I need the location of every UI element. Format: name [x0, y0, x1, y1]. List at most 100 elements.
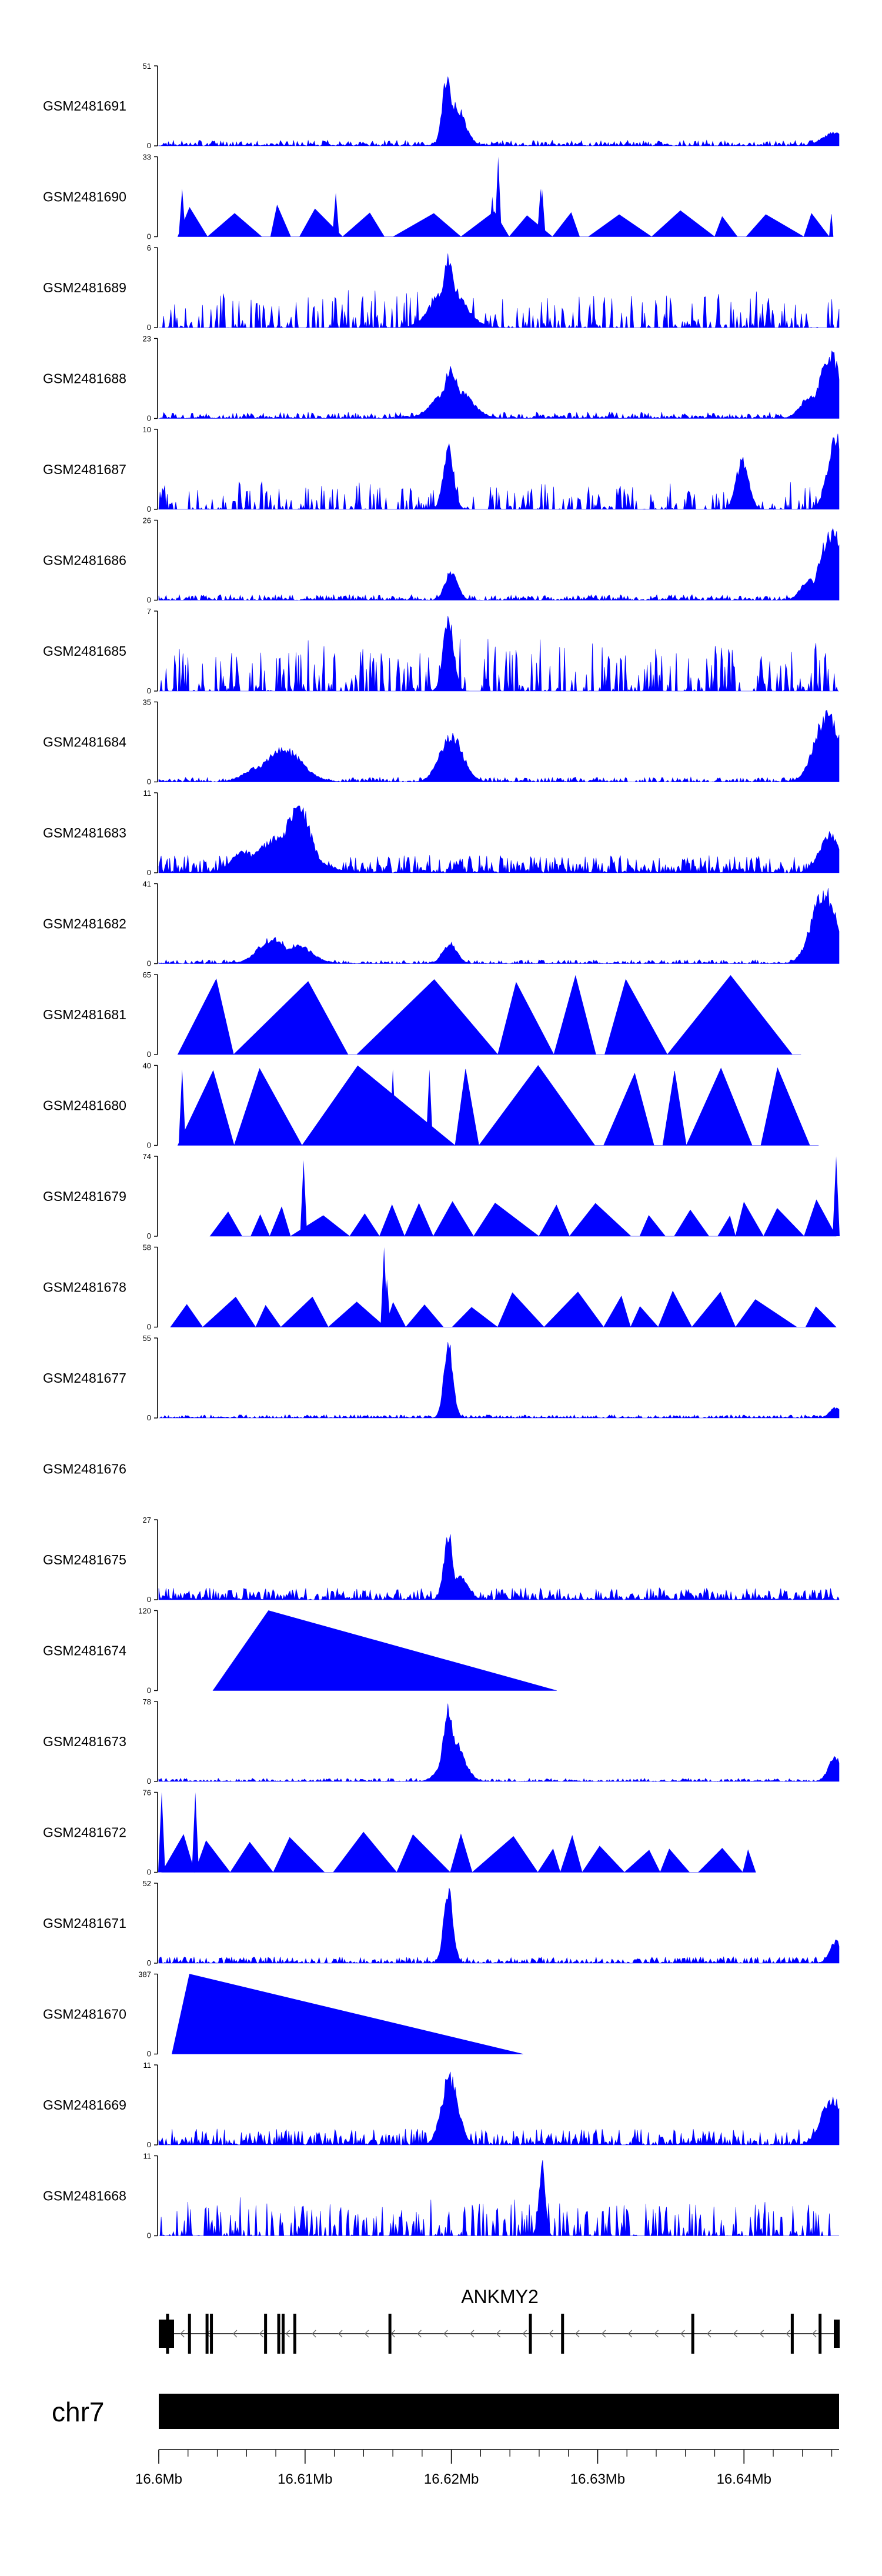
signal-area — [158, 888, 840, 965]
track-label: GSM2481669 — [43, 2097, 126, 2113]
track-label: GSM2481683 — [43, 825, 126, 840]
y-min-label: 0 — [147, 1595, 151, 1604]
y-max-label: 51 — [143, 62, 151, 71]
gene-exon — [529, 2314, 532, 2354]
gene-exon — [818, 2314, 822, 2354]
y-max-label: 11 — [143, 2061, 152, 2070]
gene-exon — [166, 2314, 169, 2354]
signal-spike — [158, 1792, 165, 1873]
y-min-label: 0 — [147, 141, 151, 150]
gene-exon — [561, 2314, 564, 2354]
signal-area — [161, 1831, 756, 1873]
gene-exon — [277, 2314, 280, 2354]
strand-arrow — [627, 2330, 633, 2338]
track-GSM2481670: GSM2481670 387 0 — [43, 1970, 523, 2058]
signal-area — [158, 528, 840, 601]
signal-area — [158, 433, 840, 510]
y-max-label: 41 — [143, 880, 151, 889]
strand-arrow — [443, 2330, 448, 2338]
signal-area — [158, 351, 840, 419]
y-min-label: 0 — [147, 778, 151, 786]
track-GSM2481668: GSM2481668 11 0 — [43, 2152, 839, 2240]
track-label: GSM2481685 — [43, 643, 126, 659]
y-min-label: 0 — [147, 1050, 151, 1059]
strand-arrow — [549, 2330, 553, 2338]
track-label: GSM2481684 — [43, 735, 126, 750]
track-GSM2481678: GSM2481678 58 0 — [43, 1243, 837, 1332]
y-min-label: 0 — [147, 1777, 151, 1786]
track-GSM2481689: GSM2481689 6 0 — [43, 243, 840, 332]
y-min-label: 0 — [147, 1686, 151, 1695]
y-min-label: 0 — [147, 2140, 151, 2149]
track-GSM2481681: GSM2481681 65 0 — [43, 970, 801, 1059]
track-GSM2481679: GSM2481679 74 0 — [43, 1152, 840, 1240]
track-label: GSM2481681 — [43, 1007, 126, 1022]
signal-spike — [178, 1069, 186, 1146]
signal-spike — [192, 1792, 199, 1873]
y-max-label: 35 — [143, 698, 151, 707]
signal-area — [159, 1342, 840, 1419]
track-label: GSM2481686 — [43, 553, 126, 568]
signal-area — [158, 76, 840, 147]
strand-arrow — [786, 2330, 790, 2338]
y-min-label: 0 — [147, 1958, 151, 1967]
signal-area — [170, 1290, 837, 1328]
signal-spike — [300, 1160, 308, 1236]
signal-spike — [383, 1279, 391, 1327]
y-min-label: 0 — [147, 959, 151, 968]
signal-area — [158, 616, 839, 692]
strand-arrow — [680, 2330, 685, 2338]
genome-axis: 16.6Mb 16.61Mb 16.62Mb 16.63Mb 16.64Mb — [135, 2449, 839, 2487]
track-label: GSM2481691 — [43, 98, 126, 114]
strand-arrow — [759, 2330, 764, 2338]
track-GSM2481671: GSM2481671 52 0 — [43, 1879, 840, 1967]
track-GSM2481674: GSM2481674 120 0 — [43, 1607, 557, 1695]
track-GSM2481673: GSM2481673 78 0 — [43, 1697, 840, 1786]
track-GSM2481677: GSM2481677 55 0 — [43, 1334, 840, 1422]
y-min-label: 0 — [147, 686, 151, 695]
gene-exon — [188, 2314, 191, 2354]
gene-exon — [388, 2314, 392, 2354]
y-max-label: 58 — [143, 1243, 151, 1252]
chromosome-bar — [159, 2394, 839, 2429]
strand-arrow — [654, 2330, 659, 2338]
gene-exon — [205, 2314, 209, 2354]
signal-spike — [332, 192, 340, 237]
y-max-label: 27 — [143, 1516, 151, 1524]
y-min-label: 0 — [147, 1323, 151, 1332]
y-max-label: 78 — [143, 1697, 151, 1706]
track-label: GSM2481670 — [43, 2007, 126, 2022]
track-label: GSM2481673 — [43, 1734, 126, 1749]
strand-arrow — [232, 2330, 238, 2338]
y-max-label: 387 — [138, 1970, 151, 1979]
track-label: GSM2481680 — [43, 1098, 126, 1113]
y-min-label: 0 — [147, 323, 151, 332]
chromosome-label: chr7 — [52, 2397, 104, 2427]
strand-arrow — [259, 2330, 264, 2338]
strand-arrow — [575, 2330, 580, 2338]
signal-area — [212, 1610, 557, 1691]
track-label: GSM2481675 — [43, 1552, 126, 1567]
signal-area — [177, 975, 801, 1055]
strand-arrow — [496, 2330, 501, 2338]
axis-tick-label: 16.6Mb — [135, 2471, 182, 2487]
track-label: GSM2481677 — [43, 1370, 126, 1386]
track-label: GSM2481687 — [43, 462, 126, 477]
track-label: GSM2481688 — [43, 371, 126, 386]
strand-arrow — [180, 2330, 185, 2338]
track-label: GSM2481672 — [43, 1825, 126, 1840]
y-min-label: 0 — [147, 232, 151, 241]
y-max-label: 23 — [143, 335, 151, 343]
signal-area — [158, 805, 840, 874]
strand-arrow — [522, 2330, 527, 2338]
gene-exon — [264, 2314, 268, 2354]
track-GSM2481687: GSM2481687 10 0 — [43, 425, 840, 513]
signal-spike — [538, 188, 546, 237]
y-max-label: 55 — [143, 1334, 151, 1343]
gene-exon — [790, 2314, 794, 2354]
y-max-label: 11 — [143, 789, 152, 798]
signal-area — [209, 1199, 837, 1237]
track-label: GSM2481674 — [43, 1643, 126, 1659]
track-GSM2481683: GSM2481683 11 0 — [43, 789, 840, 877]
